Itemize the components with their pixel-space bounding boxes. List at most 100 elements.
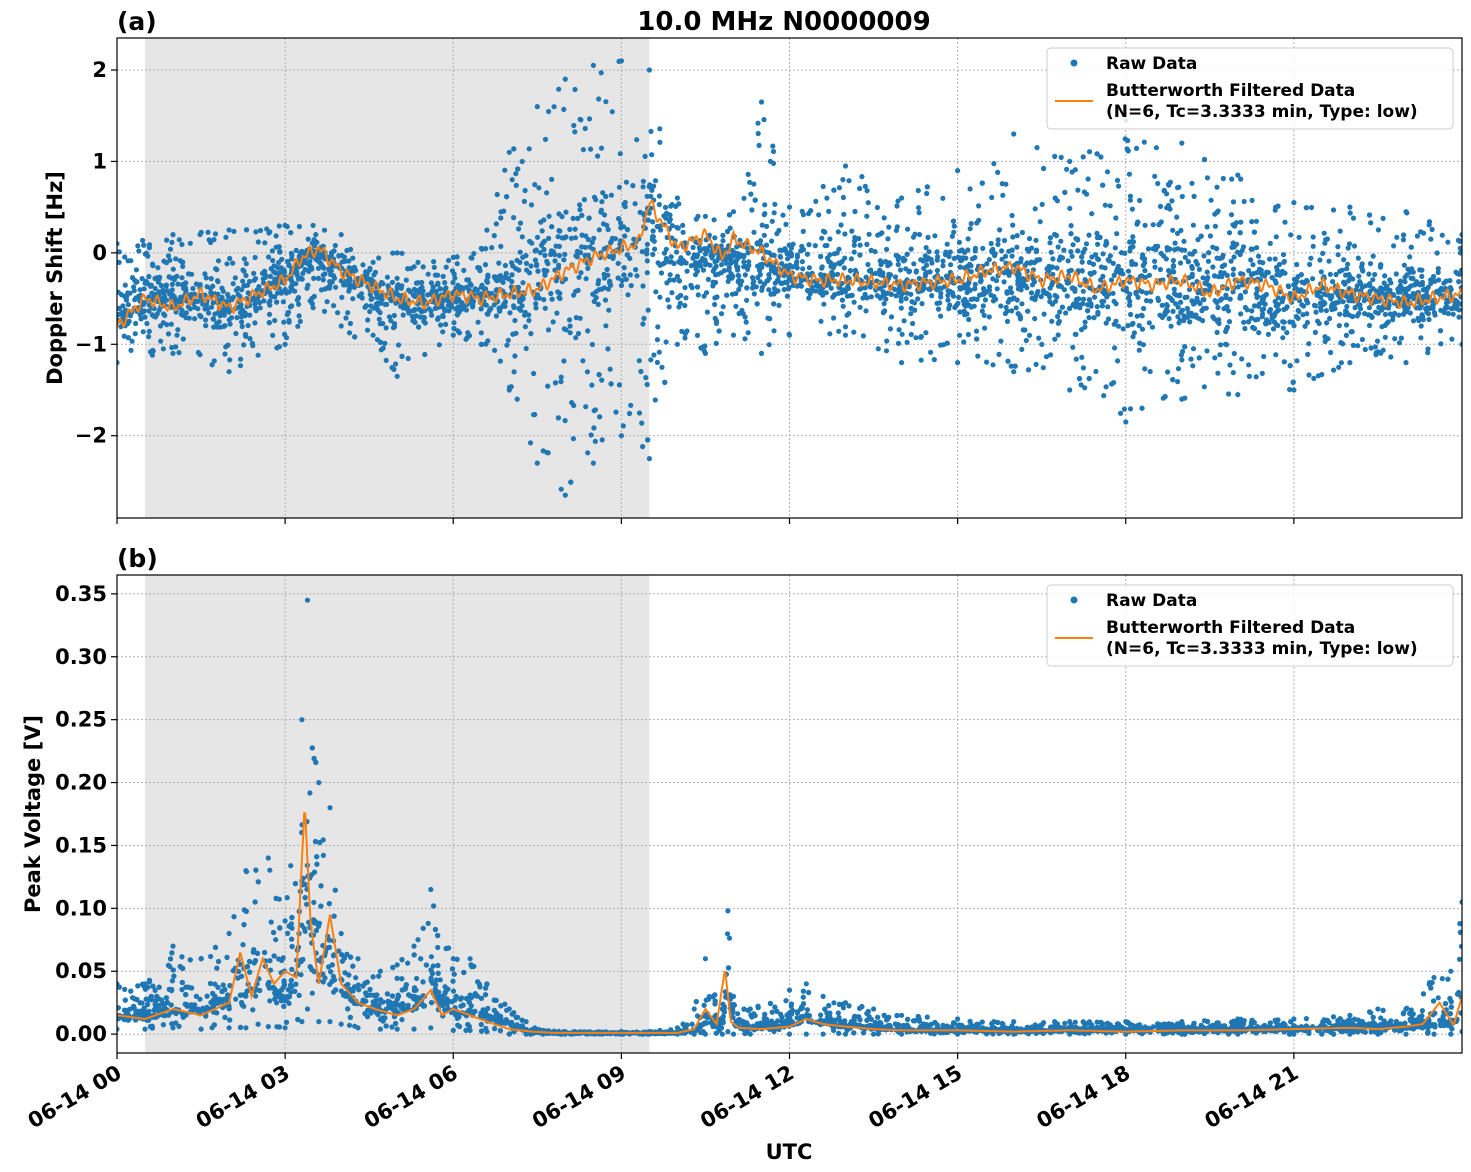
raw-data-point — [999, 248, 1005, 254]
raw-data-point — [1204, 175, 1211, 181]
raw-data-point — [223, 234, 229, 240]
raw-data-point — [1165, 369, 1171, 375]
raw-data-point — [1254, 287, 1261, 293]
raw-data-point — [452, 275, 458, 281]
raw-data-point — [662, 260, 668, 266]
raw-data-point — [202, 271, 208, 277]
shaded-span-b — [145, 575, 650, 1053]
raw-data-point — [394, 275, 400, 281]
raw-data-point — [988, 240, 994, 247]
raw-data-point — [938, 313, 944, 319]
raw-data-point — [1227, 362, 1233, 368]
raw-data-point — [1029, 282, 1036, 288]
raw-data-point — [516, 226, 522, 232]
raw-data-point — [402, 304, 408, 310]
raw-data-point — [1395, 286, 1401, 292]
raw-data-point — [669, 290, 675, 296]
raw-data-point — [603, 193, 609, 200]
raw-data-point — [1101, 393, 1107, 399]
raw-data-point — [557, 295, 563, 302]
raw-data-point — [509, 177, 515, 183]
raw-data-point — [627, 272, 633, 278]
raw-data-point — [766, 250, 772, 256]
raw-data-point — [1052, 153, 1058, 159]
y-axis-label-a: Doppler Shift [Hz] — [43, 171, 67, 385]
raw-data-point — [883, 296, 889, 302]
raw-data-point — [537, 250, 543, 256]
raw-data-point — [972, 281, 978, 287]
raw-data-point — [169, 239, 175, 245]
raw-data-point — [915, 187, 921, 194]
raw-data-point — [144, 320, 150, 327]
raw-data-point — [446, 308, 452, 314]
raw-data-point — [595, 301, 601, 307]
raw-data-point — [506, 149, 512, 155]
raw-data-point — [461, 303, 467, 309]
raw-data-point — [1023, 337, 1029, 344]
raw-data-point — [534, 104, 540, 110]
raw-data-point — [532, 257, 539, 263]
raw-data-point — [837, 261, 843, 267]
raw-data-point — [1033, 248, 1039, 255]
raw-data-point — [523, 345, 529, 352]
raw-data-point — [1100, 251, 1106, 257]
raw-data-point — [1095, 241, 1101, 247]
raw-data-point — [621, 265, 627, 271]
raw-data-point — [1143, 298, 1150, 304]
raw-data-point — [1372, 271, 1378, 278]
raw-data-point — [1217, 352, 1223, 358]
raw-data-point — [536, 185, 542, 191]
raw-data-point — [916, 231, 923, 238]
raw-data-point — [345, 310, 351, 316]
y-tick-label-a: 0 — [92, 241, 107, 265]
raw-data-point — [129, 275, 136, 281]
raw-data-point — [895, 261, 901, 268]
raw-data-point — [926, 249, 932, 255]
raw-data-point — [1121, 406, 1127, 412]
y-tick-label-a: −2 — [75, 424, 107, 448]
legend-filtered-label-a: Butterworth Filtered Data — [1106, 81, 1355, 101]
raw-data-point — [320, 277, 326, 283]
raw-data-point — [851, 249, 857, 255]
raw-data-point — [1050, 256, 1056, 262]
raw-data-point — [1351, 243, 1358, 249]
raw-data-point — [179, 259, 185, 265]
raw-data-point — [1224, 272, 1230, 278]
raw-data-point — [376, 316, 382, 322]
raw-data-point — [1090, 261, 1096, 267]
raw-data-point — [1449, 336, 1455, 342]
raw-data-point — [947, 289, 953, 295]
raw-data-point — [1294, 261, 1300, 268]
raw-data-point — [1079, 354, 1085, 360]
raw-data-point — [1354, 313, 1360, 319]
raw-data-point — [422, 351, 428, 358]
raw-data-point — [618, 58, 625, 64]
raw-data-point — [693, 266, 699, 272]
raw-data-point — [949, 233, 955, 239]
raw-data-point — [1280, 319, 1286, 325]
raw-data-point — [1178, 309, 1184, 315]
raw-data-point — [1127, 248, 1133, 254]
raw-data-point — [617, 151, 623, 157]
raw-data-point — [296, 313, 302, 319]
raw-data-point — [367, 292, 373, 298]
raw-data-point — [1435, 266, 1441, 272]
raw-data-point — [285, 258, 291, 265]
raw-data-point — [636, 358, 642, 364]
raw-data-point — [886, 224, 892, 230]
raw-data-point — [517, 220, 524, 226]
raw-data-point — [1080, 296, 1087, 302]
raw-data-point — [905, 226, 911, 232]
raw-data-point — [298, 275, 304, 281]
raw-data-point — [383, 357, 389, 363]
raw-data-point — [602, 297, 609, 303]
raw-data-point — [170, 266, 176, 272]
raw-data-point — [767, 158, 774, 164]
raw-data-point — [367, 265, 373, 271]
raw-data-point — [879, 230, 885, 236]
raw-data-point — [961, 302, 968, 308]
raw-data-point — [916, 275, 922, 282]
raw-data-point — [579, 232, 585, 238]
raw-data-point — [1011, 131, 1017, 137]
raw-data-point — [494, 278, 500, 284]
